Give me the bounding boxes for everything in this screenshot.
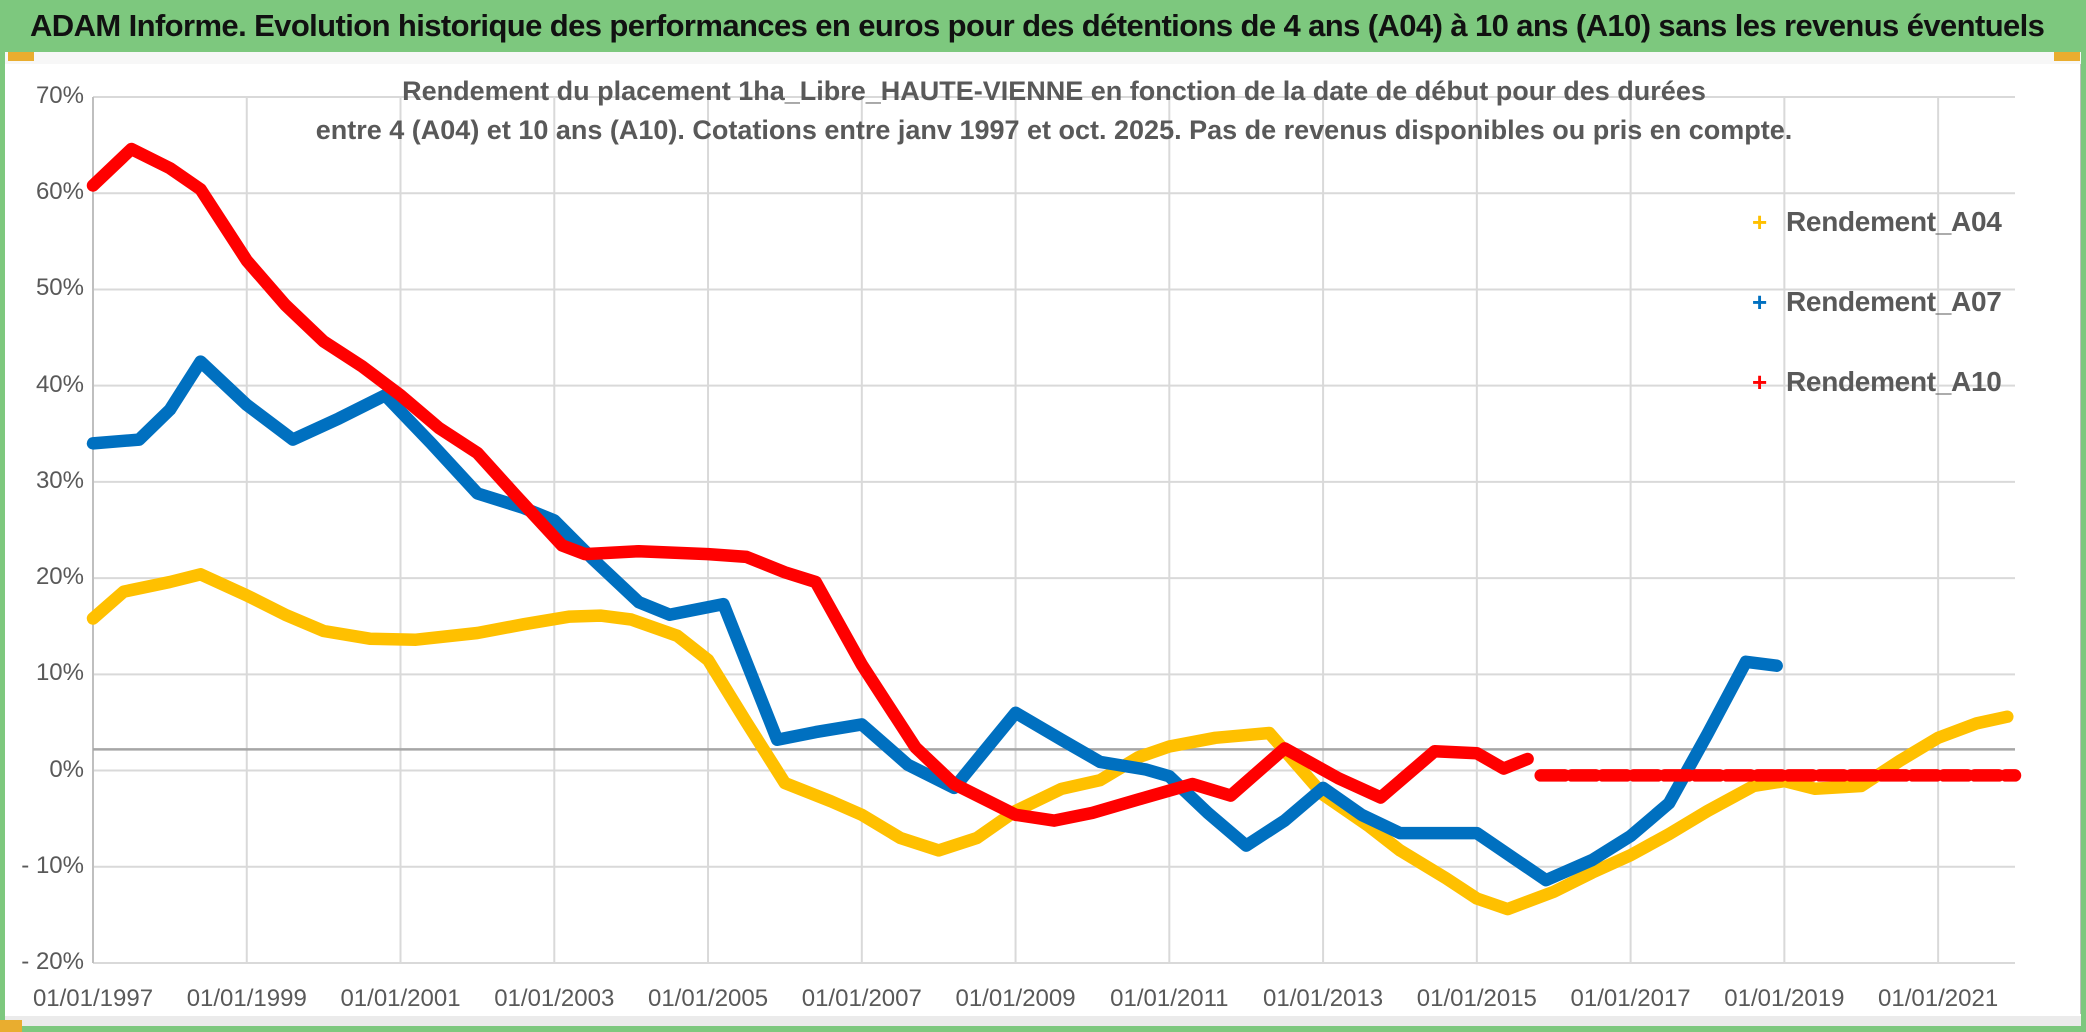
- series-line-rendement_a10[interactable]: [86, 142, 1534, 827]
- orange-handle-top-left: [8, 52, 34, 61]
- legend-item-rendement_a04[interactable]: + Rendement_A04: [1752, 196, 2002, 248]
- banner-title-bar: ADAM Informe. Evolution historique des p…: [0, 0, 2086, 52]
- x-axis-label: 01/01/2015: [1416, 985, 1537, 1012]
- legend-label: Rendement_A10: [1786, 366, 2002, 397]
- orange-handle-bottom-left: [0, 1020, 22, 1032]
- y-axis-label: 40%: [35, 370, 84, 398]
- x-axis-label: 01/01/2019: [1724, 985, 1845, 1012]
- x-axis-label: 01/01/2005: [647, 985, 769, 1012]
- series-layer: [86, 142, 2022, 916]
- y-axis-label: 70%: [35, 82, 84, 109]
- y-axis-label: 0%: [49, 755, 84, 783]
- x-axis-label: 01/01/2001: [340, 985, 461, 1012]
- series-line-rendement_a07[interactable]: [86, 355, 1783, 887]
- x-axis-label: 01/01/2011: [1110, 985, 1229, 1012]
- y-axis-label: 30%: [35, 466, 84, 494]
- x-axis-label: 01/01/1999: [186, 985, 307, 1012]
- chart-title-line2: entre 4 (A04) et 10 ans (A10). Cotations…: [315, 115, 1793, 145]
- legend-marker-icon: +: [1752, 286, 1768, 317]
- right-green-border: [2081, 0, 2086, 1032]
- legend-item-rendement_a10[interactable]: + Rendement_A10: [1752, 356, 2002, 408]
- chart-title-line1: Rendement du placement 1ha_Libre_HAUTE-V…: [402, 76, 1706, 106]
- y-axis-label: - 10%: [21, 851, 84, 879]
- legend-marker-icon: +: [1752, 366, 1768, 397]
- legend-marker-icon: +: [1752, 206, 1768, 237]
- legend-label: Rendement_A04: [1786, 206, 2002, 237]
- y-axis-label: 50%: [35, 274, 84, 302]
- banner-title-text: ADAM Informe. Evolution historique des p…: [30, 8, 2045, 43]
- orange-handle-top-right: [2054, 52, 2080, 61]
- y-axis-label: 20%: [35, 563, 84, 591]
- gridlines-layer: [92, 96, 2015, 964]
- chart-canvas[interactable]: [5, 62, 2082, 1014]
- x-axis-label: 01/01/2021: [1878, 985, 1999, 1012]
- legend-item-rendement_a07[interactable]: + Rendement_A07: [1752, 276, 2002, 328]
- series-line-rendement_a04[interactable]: [86, 568, 2014, 916]
- legend: + Rendement_A04 + Rendement_A07 + Rendement_A…: [1752, 196, 2002, 436]
- x-axis-label: 01/01/2013: [1263, 985, 1384, 1012]
- y-axis-label: 10%: [35, 659, 84, 687]
- x-axis-label: 01/01/1997: [32, 985, 154, 1012]
- left-green-border: [0, 0, 5, 1032]
- legend-label: Rendement_A07: [1786, 286, 2002, 317]
- y-axis-label: 60%: [35, 178, 84, 206]
- x-axis-label: 01/01/2007: [801, 985, 922, 1012]
- x-axis-label: 01/01/2017: [1570, 985, 1691, 1012]
- gap-strip: [0, 52, 2086, 64]
- y-axis-label: - 20%: [21, 948, 84, 975]
- bottom-green-bar: [0, 1026, 2086, 1032]
- x-axis-label: 01/01/2003: [494, 985, 615, 1012]
- x-axis-label: 01/01/2009: [955, 985, 1076, 1012]
- bottom-gray-strip: [0, 1016, 2086, 1026]
- chart-title: Rendement du placement 1ha_Libre_HAUTE-V…: [93, 72, 2015, 150]
